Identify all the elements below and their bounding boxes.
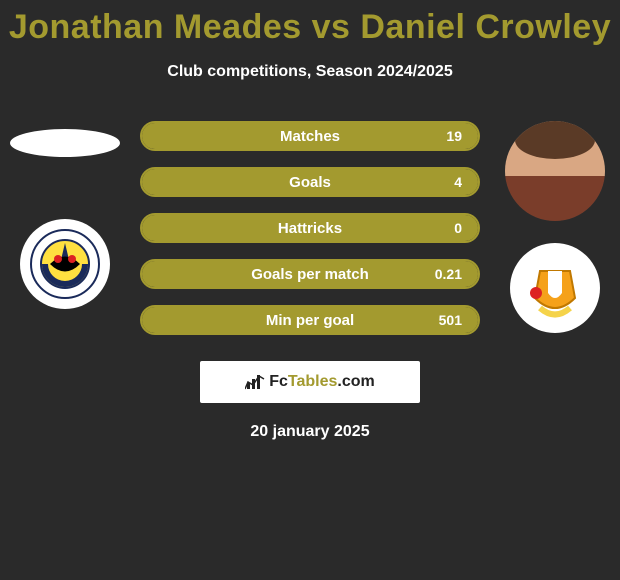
player-left-column	[10, 121, 120, 309]
stat-value-right: 0.21	[402, 266, 462, 282]
stat-layer: Goals4	[142, 169, 478, 195]
stat-row: Goals per match0.21	[140, 259, 480, 289]
brand-text: FcTables.com	[269, 373, 375, 391]
comparison-content: Matches19 Goals4 Hattricks0 Goals per match…	[0, 121, 620, 441]
stat-label: Matches	[218, 128, 402, 145]
stat-row: Matches19	[140, 121, 480, 151]
stat-label: Goals	[218, 174, 402, 191]
stat-label: Goals per match	[218, 266, 402, 283]
brand-part-c: .com	[337, 373, 374, 390]
snapshot-date: 20 january 2025	[0, 423, 620, 441]
chart-icon	[245, 373, 265, 391]
comparison-title: Jonathan Meades vs Daniel Crowley	[0, 0, 620, 47]
stat-label: Hattricks	[218, 220, 402, 237]
stat-label: Min per goal	[218, 312, 402, 329]
stat-value-right: 501	[402, 312, 462, 328]
player-face-icon	[505, 121, 605, 221]
player-right-club-badge	[510, 243, 600, 333]
stat-layer: Goals per match0.21	[142, 261, 478, 287]
stat-row: Goals4	[140, 167, 480, 197]
player-left-club-badge	[20, 219, 110, 309]
player-right-column	[500, 121, 610, 333]
player-right-avatar	[505, 121, 605, 221]
stat-layer: Matches19	[142, 123, 478, 149]
brand-part-a: Fc	[269, 373, 288, 390]
club-badge-icon	[520, 253, 590, 323]
stat-list: Matches19 Goals4 Hattricks0 Goals per match…	[140, 121, 480, 335]
brand-box[interactable]: FcTables.com	[200, 361, 420, 403]
brand-part-b: Tables	[288, 373, 338, 390]
stat-value-right: 0	[402, 220, 462, 236]
stat-row: Hattricks0	[140, 213, 480, 243]
stat-layer: Hattricks0	[142, 215, 478, 241]
stat-layer: Min per goal501	[142, 307, 478, 333]
comparison-subtitle: Club competitions, Season 2024/2025	[0, 63, 620, 81]
stat-row: Min per goal501	[140, 305, 480, 335]
player-left-avatar	[10, 129, 120, 157]
stat-value-right: 19	[402, 128, 462, 144]
stat-value-right: 4	[402, 174, 462, 190]
club-badge-icon	[30, 229, 100, 299]
